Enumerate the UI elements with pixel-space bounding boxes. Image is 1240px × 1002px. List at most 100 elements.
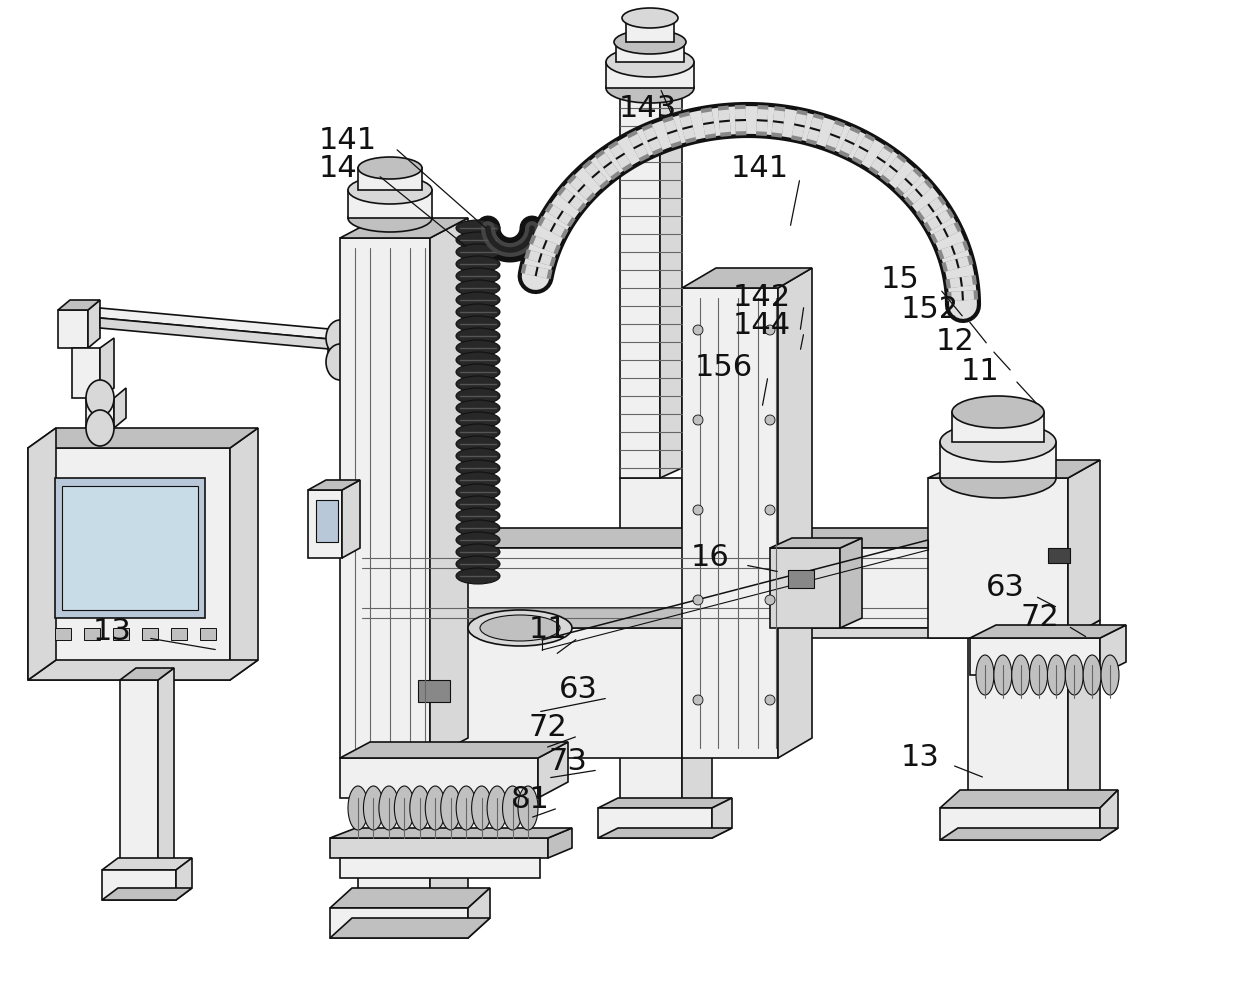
Polygon shape bbox=[620, 478, 682, 808]
Ellipse shape bbox=[326, 344, 353, 380]
Polygon shape bbox=[598, 798, 732, 808]
Ellipse shape bbox=[765, 415, 775, 425]
Polygon shape bbox=[616, 42, 684, 62]
Polygon shape bbox=[1100, 625, 1126, 675]
Polygon shape bbox=[29, 448, 229, 680]
Polygon shape bbox=[358, 608, 722, 628]
Ellipse shape bbox=[456, 472, 500, 488]
Polygon shape bbox=[171, 628, 187, 640]
Polygon shape bbox=[86, 398, 114, 428]
Polygon shape bbox=[55, 628, 71, 640]
Text: 73: 73 bbox=[548, 747, 588, 777]
Polygon shape bbox=[418, 680, 450, 702]
Polygon shape bbox=[340, 238, 430, 758]
Polygon shape bbox=[100, 318, 340, 350]
Polygon shape bbox=[928, 478, 1068, 638]
Ellipse shape bbox=[456, 496, 500, 512]
Ellipse shape bbox=[693, 695, 703, 705]
Ellipse shape bbox=[976, 655, 994, 695]
Polygon shape bbox=[1100, 790, 1118, 840]
Polygon shape bbox=[88, 300, 100, 348]
Polygon shape bbox=[55, 478, 205, 618]
Polygon shape bbox=[787, 570, 813, 588]
Ellipse shape bbox=[993, 655, 1012, 695]
Text: 13: 13 bbox=[900, 743, 940, 773]
Text: 141: 141 bbox=[730, 153, 789, 182]
Polygon shape bbox=[940, 790, 1118, 808]
Ellipse shape bbox=[86, 410, 114, 446]
Polygon shape bbox=[58, 310, 88, 348]
Text: 81: 81 bbox=[511, 786, 549, 815]
Text: 14: 14 bbox=[319, 153, 357, 182]
Polygon shape bbox=[340, 742, 568, 758]
Ellipse shape bbox=[765, 325, 775, 335]
Ellipse shape bbox=[456, 316, 500, 332]
Polygon shape bbox=[102, 888, 192, 900]
Text: 11: 11 bbox=[528, 615, 568, 644]
Ellipse shape bbox=[394, 786, 414, 830]
Polygon shape bbox=[712, 798, 732, 838]
Ellipse shape bbox=[765, 695, 775, 705]
Polygon shape bbox=[538, 742, 568, 798]
Ellipse shape bbox=[765, 505, 775, 515]
Ellipse shape bbox=[456, 388, 500, 404]
Polygon shape bbox=[358, 758, 430, 908]
Polygon shape bbox=[29, 660, 258, 680]
Ellipse shape bbox=[456, 400, 500, 416]
Ellipse shape bbox=[456, 352, 500, 368]
Polygon shape bbox=[62, 486, 198, 610]
Ellipse shape bbox=[1029, 655, 1048, 695]
Polygon shape bbox=[598, 828, 732, 838]
Polygon shape bbox=[330, 838, 548, 858]
Ellipse shape bbox=[456, 436, 500, 452]
Ellipse shape bbox=[693, 505, 703, 515]
Ellipse shape bbox=[86, 380, 114, 416]
Polygon shape bbox=[770, 538, 862, 548]
Ellipse shape bbox=[456, 244, 500, 260]
Ellipse shape bbox=[622, 8, 678, 28]
Polygon shape bbox=[968, 638, 1068, 808]
Ellipse shape bbox=[456, 412, 500, 428]
Ellipse shape bbox=[440, 786, 461, 830]
Ellipse shape bbox=[456, 544, 500, 560]
Ellipse shape bbox=[456, 328, 500, 344]
Ellipse shape bbox=[1012, 655, 1029, 695]
Ellipse shape bbox=[456, 280, 500, 296]
Polygon shape bbox=[467, 888, 490, 938]
Polygon shape bbox=[58, 300, 100, 310]
Polygon shape bbox=[200, 628, 216, 640]
Ellipse shape bbox=[456, 424, 500, 440]
Polygon shape bbox=[598, 808, 712, 838]
Polygon shape bbox=[970, 638, 1100, 675]
Text: 15: 15 bbox=[880, 266, 919, 295]
Polygon shape bbox=[682, 468, 712, 808]
Polygon shape bbox=[102, 858, 192, 870]
Polygon shape bbox=[940, 828, 1118, 840]
Text: 144: 144 bbox=[733, 311, 791, 340]
Ellipse shape bbox=[693, 325, 703, 335]
Polygon shape bbox=[84, 628, 100, 640]
Ellipse shape bbox=[1101, 655, 1118, 695]
Ellipse shape bbox=[456, 220, 500, 236]
Ellipse shape bbox=[456, 568, 500, 584]
Polygon shape bbox=[1048, 548, 1070, 563]
Polygon shape bbox=[29, 428, 56, 680]
Polygon shape bbox=[682, 288, 777, 758]
Polygon shape bbox=[340, 858, 539, 878]
Polygon shape bbox=[342, 480, 360, 558]
Ellipse shape bbox=[1048, 655, 1065, 695]
Polygon shape bbox=[660, 88, 682, 478]
Polygon shape bbox=[100, 338, 114, 398]
Polygon shape bbox=[620, 98, 660, 478]
Polygon shape bbox=[548, 828, 572, 858]
Ellipse shape bbox=[614, 30, 686, 54]
Polygon shape bbox=[620, 88, 682, 98]
Polygon shape bbox=[72, 348, 100, 398]
Polygon shape bbox=[340, 758, 538, 798]
Polygon shape bbox=[308, 480, 360, 490]
Polygon shape bbox=[770, 548, 839, 628]
Polygon shape bbox=[430, 218, 467, 758]
Polygon shape bbox=[316, 500, 339, 542]
Polygon shape bbox=[143, 628, 157, 640]
Ellipse shape bbox=[693, 415, 703, 425]
